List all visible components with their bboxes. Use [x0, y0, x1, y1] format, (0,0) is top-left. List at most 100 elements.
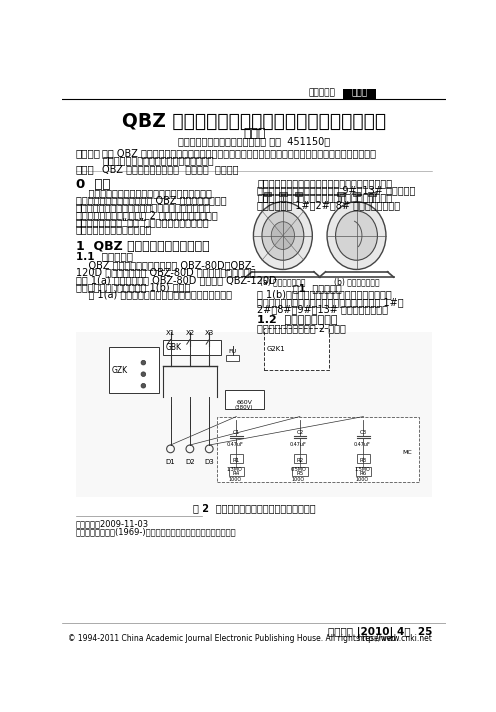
- Text: 起动器电气原理图如图 2 所示。: 起动器电气原理图如图 2 所示。: [257, 323, 346, 333]
- Text: 2#、8#、9#、13# 及地线的接线柱。: 2#、8#、9#、13# 及地线的接线柱。: [257, 304, 388, 314]
- Text: 器。在具体应用中，根据实际情况对部分线路进行了: 器。在具体应用中，根据实际情况对部分线路进行了: [76, 202, 211, 212]
- Bar: [343, 88, 376, 98]
- Text: 电工技术 |2010| 4期  25: 电工技术 |2010| 4期 25: [328, 627, 433, 638]
- Text: (380V): (380V): [235, 405, 253, 410]
- Text: 0.47uF: 0.47uF: [290, 442, 307, 447]
- Text: http://www.cnki.net: http://www.cnki.net: [358, 634, 433, 644]
- Text: 660V: 660V: [236, 399, 252, 404]
- Bar: [226, 355, 239, 361]
- Ellipse shape: [262, 211, 304, 260]
- Text: 起动器故障进行分析和说明。: 起动器故障进行分析和说明。: [76, 224, 152, 234]
- Text: 如图 1(a) 所示。前部分 QBZ-80D 和全部的 QBZ-120D: 如图 1(a) 所示。前部分 QBZ-80D 和全部的 QBZ-120D: [76, 275, 277, 285]
- Bar: [353, 192, 361, 196]
- Ellipse shape: [327, 201, 386, 269]
- Text: 收稿日期：2009-11-03: 收稿日期：2009-11-03: [76, 519, 149, 528]
- Text: D2: D2: [185, 459, 195, 465]
- Bar: [76, 332, 433, 498]
- Bar: [229, 466, 244, 476]
- Ellipse shape: [271, 221, 295, 249]
- Bar: [109, 347, 159, 394]
- Bar: [230, 454, 243, 463]
- Text: C2: C2: [296, 430, 304, 436]
- Text: 1  QBZ 系列真空电磁起动器简介: 1 QBZ 系列真空电磁起动器简介: [76, 240, 210, 253]
- Bar: [263, 328, 329, 370]
- Text: 1.2  起动器电气原理图: 1.2 起动器电气原理图: [257, 314, 338, 324]
- Circle shape: [141, 384, 146, 388]
- Text: 淮南万泰电子有限公司生产的 QBZ 系列真空电磁起动: 淮南万泰电子有限公司生产的 QBZ 系列真空电磁起动: [76, 195, 227, 205]
- Text: 0.47uF: 0.47uF: [227, 442, 243, 447]
- Text: 100O: 100O: [292, 476, 305, 481]
- Text: X2: X2: [186, 330, 194, 336]
- Text: 图 2  矿用隔爆型真空电磁起动器电气原理图: 图 2 矿用隔爆型真空电磁起动器电气原理图: [193, 503, 315, 513]
- Text: D1: D1: [166, 459, 176, 465]
- Text: 左侧为电罆引出接线箱。电罆引人接线箱内有三相电: 左侧为电罆引出接线箱。电罆引人接线箱内有三相电: [257, 178, 392, 188]
- Text: 河南省禹州市中锋集团枣园煎矿井下广区使用着: 河南省禹州市中锋集团枣园煎矿井下广区使用着: [76, 188, 212, 198]
- Text: 成慎电开关跳闸的“奇怪”现象，下面对线路改接和: 成慎电开关跳闸的“奇怪”现象，下面对线路改接和: [76, 217, 210, 227]
- Text: 中低压电器: 中低压电器: [309, 88, 335, 98]
- Text: 陈玉安: 陈玉安: [243, 127, 265, 140]
- Text: QBZ 系列真空电磁起动器  线路改接  故障分析: QBZ 系列真空电磁起动器 线路改接 故障分析: [102, 164, 239, 174]
- Text: 0  引言: 0 引言: [76, 178, 111, 191]
- Text: 0.5MO: 0.5MO: [291, 466, 306, 471]
- Bar: [356, 466, 371, 476]
- Text: 柱和控制线的 1#、2#、8# 及地线的接线柱。: 柱和控制线的 1#、2#、8# 及地线的接线柱。: [257, 200, 400, 210]
- Text: R6: R6: [360, 471, 367, 476]
- Text: MC: MC: [403, 450, 412, 455]
- Text: QBZ 系列真空电磁起动器包含 QBZ-80D、QBZ-: QBZ 系列真空电磁起动器包含 QBZ-80D、QBZ-: [76, 260, 255, 271]
- Text: 1.5MO: 1.5MO: [354, 466, 370, 471]
- Text: 0.47uF: 0.47uF: [354, 442, 371, 447]
- Text: © 1994-2011 China Academic Journal Electronic Publishing House. All rights reser: © 1994-2011 China Academic Journal Elect…: [68, 634, 399, 644]
- Text: 供配电: 供配电: [352, 88, 368, 98]
- Bar: [163, 340, 221, 355]
- Bar: [225, 389, 263, 409]
- Text: QBZ 系列真空电磁起动器的线路改接及故障分析: QBZ 系列真空电磁起动器的线路改接及故障分析: [122, 112, 386, 132]
- Bar: [263, 192, 271, 196]
- Text: FU: FU: [229, 349, 237, 354]
- Bar: [357, 454, 370, 463]
- Text: C3: C3: [360, 430, 367, 436]
- Text: 关键词: 关键词: [76, 164, 95, 174]
- Text: R4: R4: [233, 471, 240, 476]
- Text: 图 1(a) 所示起动器的主腔上方为电罆引入接线箱，: 图 1(a) 所示起动器的主腔上方为电罆引入接线箱，: [76, 290, 232, 300]
- Text: 真空电磁起动器的外型如图 1(b) 所示。: 真空电磁起动器的外型如图 1(b) 所示。: [76, 282, 190, 292]
- Text: 介绍 QBZ 系列真空电磁起动器在某国煎矿实际应用时的线路改接，分析了此系列起动器在该矿使用中: 介绍 QBZ 系列真空电磁起动器在某国煎矿实际应用时的线路改接，分析了此系列起动…: [102, 148, 376, 158]
- Bar: [292, 466, 308, 476]
- Text: 线箱，箱内有引人、引出电罆接线柱和控制线的 1#、: 线箱，箱内有引人、引出电罆接线柱和控制线的 1#、: [257, 297, 404, 307]
- Text: 源侧引人电罆接线柱和控制线的 9#、13# 及地线的接: 源侧引人电罆接线柱和控制线的 9#、13# 及地线的接: [257, 185, 416, 195]
- Bar: [368, 192, 376, 196]
- Text: (b) 一体接线起动器: (b) 一体接线起动器: [334, 277, 379, 286]
- Text: R2: R2: [296, 458, 304, 463]
- Text: GZK: GZK: [112, 366, 128, 375]
- Text: 1.1  起动器外型: 1.1 起动器外型: [76, 251, 133, 261]
- Text: R5: R5: [296, 471, 304, 476]
- Text: R3: R3: [360, 458, 367, 463]
- Text: （河南省某炭高级技工学校，河南 新郑  451150）: （河南省某炭高级技工学校，河南 新郑 451150）: [178, 136, 330, 146]
- Text: X1: X1: [166, 330, 175, 336]
- Text: C1: C1: [233, 430, 240, 436]
- Text: 作者简介：陈玉安(1969-)，高级讲师，从事电气方面教科研工作。: 作者简介：陈玉安(1969-)，高级讲师，从事电气方面教科研工作。: [76, 528, 237, 536]
- Bar: [294, 454, 306, 463]
- Ellipse shape: [253, 201, 312, 269]
- Text: 图1  起动器外型: 图1 起动器外型: [293, 283, 342, 293]
- Text: 图 1(b)所示的起动器只有一个电罆引人、引出接: 图 1(b)所示的起动器只有一个电罆引人、引出接: [257, 290, 392, 300]
- Text: 出现的特殊和常见故障，并提出应对措施。: 出现的特殊和常见故障，并提出应对措施。: [102, 155, 214, 165]
- Bar: [279, 192, 287, 196]
- Text: GBK: GBK: [166, 342, 182, 352]
- Text: 线柱；电罆引出接线箱内有三相负荷侧引出电罆接线: 线柱；电罆引出接线箱内有三相负荷侧引出电罆接线: [257, 192, 392, 202]
- Text: X3: X3: [205, 330, 214, 336]
- Text: D3: D3: [204, 459, 214, 465]
- Bar: [217, 417, 419, 482]
- Text: 100O: 100O: [355, 476, 369, 481]
- Text: (a) 前腔接线起动器: (a) 前腔接线起动器: [260, 277, 306, 286]
- Circle shape: [141, 360, 146, 365]
- Text: 【摘要】: 【摘要】: [76, 148, 101, 158]
- Text: R1: R1: [233, 458, 240, 463]
- Text: G2K1: G2K1: [267, 346, 285, 352]
- Circle shape: [141, 372, 146, 377]
- Bar: [295, 192, 302, 196]
- Text: 120D 等，其中，部分 QBZ-80D 真空电磁起动器的外型: 120D 等，其中，部分 QBZ-80D 真空电磁起动器的外型: [76, 268, 255, 278]
- Bar: [337, 192, 345, 196]
- Text: 改接。另外，该矿还出现了 2 次按起动器停止按鈕造: 改接。另外，该矿还出现了 2 次按起动器停止按鈕造: [76, 210, 218, 220]
- Text: 1.3MO: 1.3MO: [227, 466, 243, 471]
- Ellipse shape: [336, 211, 377, 260]
